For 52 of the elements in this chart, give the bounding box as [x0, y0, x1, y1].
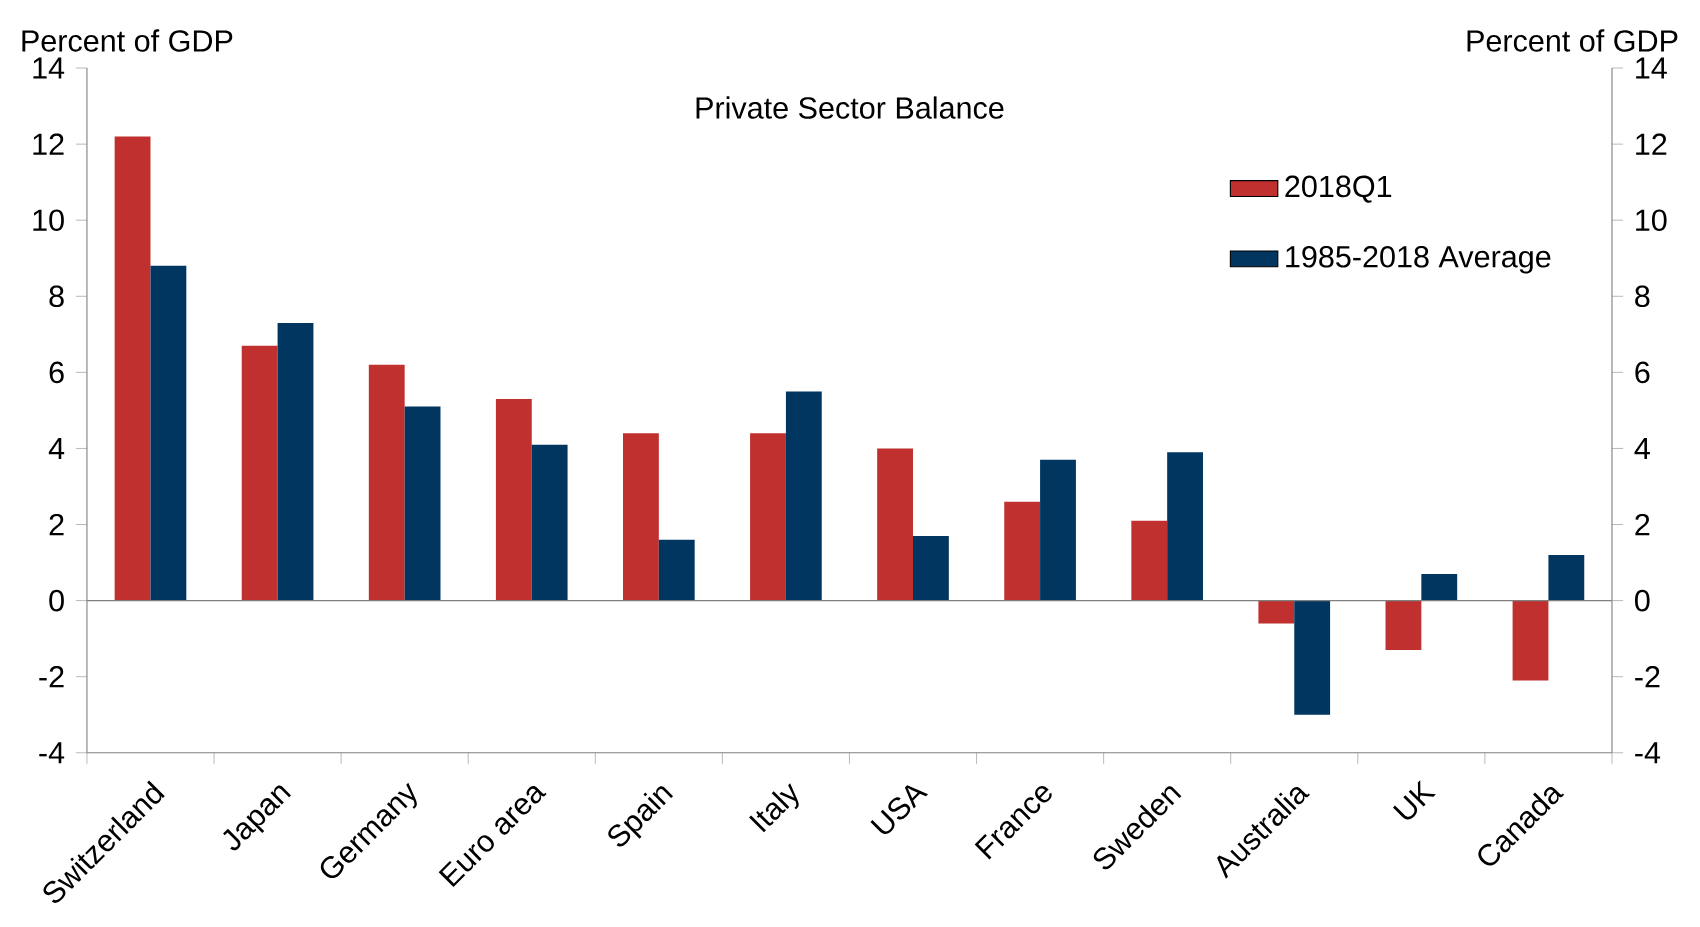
y-tick-label: 0: [49, 589, 64, 612]
y2-tick-label: 12: [1636, 133, 1667, 155]
y-axis-title: Percent of GDP: [22, 29, 233, 52]
bar: [114, 136, 151, 601]
y2-axis-title: Percent of GDP: [1467, 29, 1678, 52]
bar: [877, 448, 913, 601]
x-tick-label: Italy: [749, 783, 799, 833]
bar: [785, 391, 822, 601]
bar: [1167, 452, 1203, 601]
bar: [1258, 600, 1295, 624]
bar: [658, 539, 695, 601]
y-tick-label: 12: [33, 133, 64, 155]
bar: [1131, 520, 1168, 601]
y2-tick-label: 0: [1635, 589, 1650, 612]
bar: [1385, 600, 1422, 651]
bar: [495, 399, 532, 601]
y-tick-label: -4: [39, 742, 65, 764]
y2-tick-label: 10: [1636, 209, 1667, 232]
y2-tick-label: -4: [1635, 742, 1661, 764]
y2-tick-label: -2: [1635, 666, 1660, 688]
bar: [277, 322, 314, 601]
y2-tick-label: 6: [1635, 361, 1650, 384]
x-tick-label: UK: [1392, 780, 1436, 820]
bar: [1548, 554, 1585, 601]
bar: [750, 433, 786, 601]
bar: [1512, 600, 1549, 681]
bar: [1294, 600, 1331, 715]
bar: [150, 265, 187, 601]
bar: [404, 406, 441, 601]
legend-label: 2018Q1: [1285, 175, 1392, 203]
bar: [531, 444, 568, 601]
legend-label: 1985-2018 Average: [1286, 246, 1551, 274]
y-tick-label: 4: [48, 437, 65, 459]
y-tick-label: 2: [49, 513, 64, 536]
x-tick-label: USA: [870, 785, 929, 835]
text: Private Sector Balance: [696, 96, 1004, 119]
y-tick-label: 10: [33, 209, 64, 232]
y2-tick-label: 14: [1636, 57, 1667, 79]
bar: [241, 345, 278, 601]
y-tick-label: 6: [49, 361, 64, 384]
y-tick-label: 8: [49, 285, 64, 308]
bar: [622, 433, 659, 601]
bar: [368, 364, 405, 601]
bar: [1040, 459, 1076, 601]
y2-tick-label: 4: [1634, 437, 1650, 459]
bar: [913, 535, 949, 601]
bar: [1421, 574, 1458, 601]
y2-tick-label: 2: [1635, 513, 1650, 536]
bar: [1004, 501, 1041, 601]
y-tick-label: 14: [33, 57, 65, 79]
y2-tick-label: 8: [1635, 285, 1650, 308]
y-tick-label: -2: [39, 666, 64, 688]
